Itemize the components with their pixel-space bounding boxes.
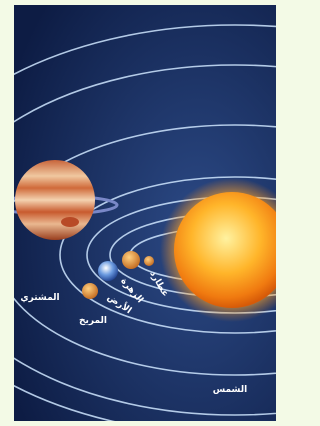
earth <box>98 261 118 281</box>
sun <box>174 192 288 308</box>
sun-label: الشمس <box>213 385 247 395</box>
jupiter-label: المشتري <box>20 293 59 303</box>
mars <box>82 283 98 299</box>
mercury <box>144 256 154 266</box>
great-red-spot <box>61 217 79 227</box>
venus <box>122 251 140 269</box>
solar-system-image: المشتري المريخ الأرض الزهرة عطارد الشمس <box>0 0 288 426</box>
page: المشتري المريخ الأرض الزهرة عطارد الشمس … <box>0 0 288 426</box>
jupiter <box>15 160 95 240</box>
mars-label: المريخ <box>79 316 107 326</box>
